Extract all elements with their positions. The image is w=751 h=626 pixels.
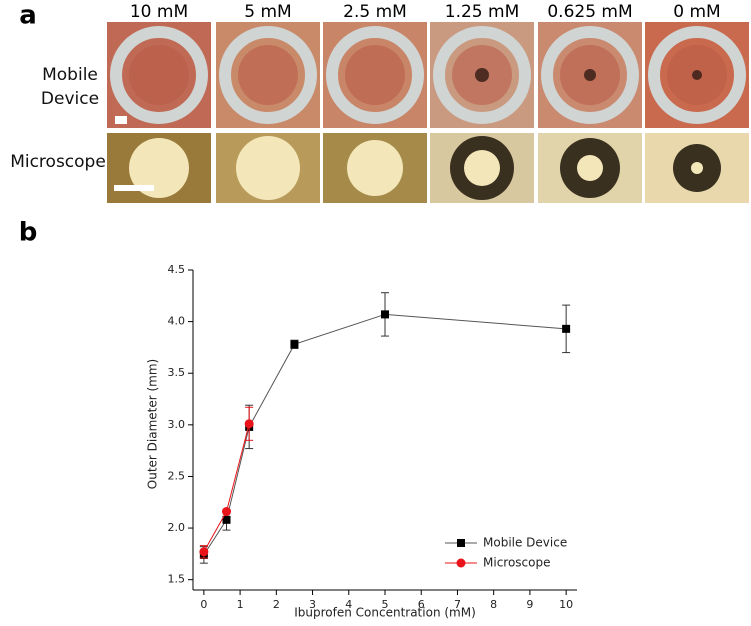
marker — [290, 340, 299, 349]
photo-blob — [464, 150, 500, 186]
y-tick-label: 3.5 — [168, 366, 186, 379]
y-tick-label: 4.5 — [168, 263, 186, 276]
y-axis-label: Outer Diameter (mm) — [146, 359, 160, 489]
y-tick-label: 3.0 — [168, 418, 186, 431]
y-tick-label: 1.5 — [168, 573, 186, 586]
photo-blob — [129, 138, 189, 198]
column-label: 10 mM — [130, 2, 188, 22]
marker — [222, 507, 232, 517]
x-axis-label: Ibuprofen Concentration (mM) — [294, 606, 476, 620]
x-tick-label: 9 — [526, 598, 533, 611]
photo-blob — [347, 140, 403, 196]
marker — [562, 324, 571, 333]
x-tick-label: 2 — [273, 598, 280, 611]
legend-marker — [456, 558, 466, 568]
panel-label: b — [19, 218, 38, 248]
x-tick-label: 1 — [237, 598, 244, 611]
column-label: 2.5 mM — [343, 2, 407, 22]
photo-blob — [236, 136, 300, 200]
y-tick-label: 2.0 — [168, 521, 186, 534]
series-line — [203, 313, 567, 556]
x-tick-label: 6 — [418, 598, 425, 611]
photo-well — [238, 45, 298, 105]
scale-bar — [114, 185, 154, 191]
legend-marker — [457, 539, 465, 547]
x-tick-label: 5 — [382, 598, 389, 611]
x-tick-label: 3 — [309, 598, 316, 611]
column-label: 0.625 mM — [547, 2, 632, 22]
row-label: Microscope — [10, 152, 106, 172]
series-line — [203, 423, 250, 553]
marker — [381, 310, 389, 319]
x-tick-label: 0 — [200, 598, 207, 611]
y-tick-label: 2.5 — [168, 469, 186, 482]
photo-ring — [433, 26, 531, 124]
photo-spot — [584, 69, 596, 81]
photo-well — [129, 45, 189, 105]
photo-well — [345, 45, 405, 105]
row-label: Mobile Device — [40, 65, 100, 109]
photo-spot — [692, 70, 702, 80]
marker — [222, 515, 231, 524]
marker — [199, 547, 209, 557]
marker — [244, 419, 254, 429]
column-label: 5 mM — [244, 2, 291, 22]
x-tick-label: 7 — [454, 598, 461, 611]
x-tick-label: 8 — [490, 598, 497, 611]
photo-blob — [577, 155, 603, 181]
photo-ring — [326, 26, 424, 124]
x-tick-label: 10 — [559, 598, 573, 611]
photo-ring — [219, 26, 317, 124]
photo-ring — [110, 26, 208, 124]
photo-spot — [475, 68, 489, 82]
legend-label: Mobile Device — [483, 536, 567, 550]
photo-ring — [541, 26, 639, 124]
legend-label: Microscope — [483, 556, 551, 570]
column-label: 0 mM — [673, 2, 720, 22]
x-tick-label: 4 — [345, 598, 352, 611]
panel-label: a — [19, 1, 37, 31]
y-tick-label: 4.0 — [168, 315, 186, 328]
column-label: 1.25 mM — [445, 2, 519, 22]
photo-blob — [691, 162, 703, 174]
scale-bar — [115, 116, 127, 124]
photo-ring — [648, 26, 746, 124]
